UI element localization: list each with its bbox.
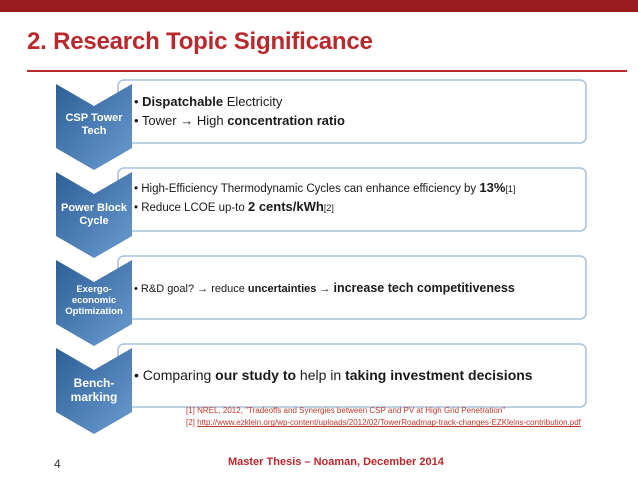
footer-text: Master Thesis – Noaman, December 2014 — [228, 456, 444, 468]
chevron-label-bench: Bench-marking — [70, 376, 118, 404]
bullet-rd-goal: • R&D goal? → reduce uncertainties → inc… — [134, 279, 515, 298]
bullet-bold: Dispatchable — [142, 94, 224, 109]
bullet-text: • Reduce LCOE up-to — [134, 201, 248, 214]
bullet-text: • Tower → High — [134, 112, 228, 128]
row-3-bullets: • R&D goal? → reduce uncertainties → inc… — [134, 279, 515, 298]
bullet-bold: 2 cents/kWh — [247, 198, 324, 214]
reference-1: [1] NREL, 2012, "Tradeoffs and Synergies… — [186, 406, 506, 415]
title-divider — [27, 70, 627, 72]
reference-2-link[interactable]: http://www.ezklein.org/wp-content/upload… — [197, 418, 581, 428]
bullet-text: Electricity — [223, 94, 283, 109]
row-1-bullets: • Dispatchable Electricity • Tower → Hig… — [134, 93, 345, 131]
row-2-bullets: • High-Efficiency Thermodynamic Cycles c… — [134, 179, 515, 217]
bullet-lcoe: • Reduce LCOE up-to 2 cents/kWh[2] — [134, 198, 515, 217]
row-4-bullets: • Comparing our study to help in taking … — [134, 365, 533, 385]
bullet-bold: 13% — [479, 180, 506, 195]
chevron-1 — [56, 84, 132, 170]
slide-title: 2. Research Topic Significance — [27, 28, 373, 55]
bullet-efficiency: • High-Efficiency Thermodynamic Cycles c… — [134, 179, 515, 198]
citation-1: [1] — [505, 184, 516, 194]
chevron-label-power: Power Block Cycle — [60, 202, 128, 227]
bullet-text: → — [316, 283, 334, 295]
chevron-4 — [56, 348, 132, 434]
reference-2-prefix: [2] — [186, 418, 198, 428]
references: [1] NREL, 2012, "Tradeoffs and Synergies… — [186, 405, 581, 430]
bullet-comparing: • Comparing our study to help in taking … — [134, 365, 533, 385]
bullet-text: • — [134, 94, 143, 109]
bullet-text: • R&D goal? → reduce — [134, 283, 248, 295]
bullet-dispatchable: • Dispatchable Electricity — [134, 93, 345, 112]
bullet-bold: increase tech competitiveness — [333, 281, 515, 295]
bullet-bold: uncertainties — [247, 283, 317, 295]
bullet-bold: taking investment decisions — [345, 367, 533, 383]
citation-2: [2] — [323, 202, 334, 213]
chevron-label-csp: CSP Tower Tech — [65, 112, 123, 137]
page-number: 4 — [54, 457, 61, 471]
reference-2: [2] http://www.ezklein.org/wp-content/up… — [186, 417, 581, 429]
chevron-3 — [56, 260, 132, 346]
top-accent-bar — [0, 0, 638, 12]
bullet-text: • Comparing — [134, 367, 216, 383]
chevron-2 — [56, 172, 132, 258]
bullet-bold: our study to — [215, 367, 297, 383]
bullet-tower: • Tower → High concentration ratio — [134, 112, 345, 131]
bullet-text: help in — [296, 367, 346, 383]
bullet-text: • High-Efficiency Thermodynamic Cycles c… — [134, 183, 480, 195]
bullet-bold: concentration ratio — [227, 112, 345, 128]
chevron-label-exergo: Exergo-economic Optimization — [65, 284, 123, 317]
